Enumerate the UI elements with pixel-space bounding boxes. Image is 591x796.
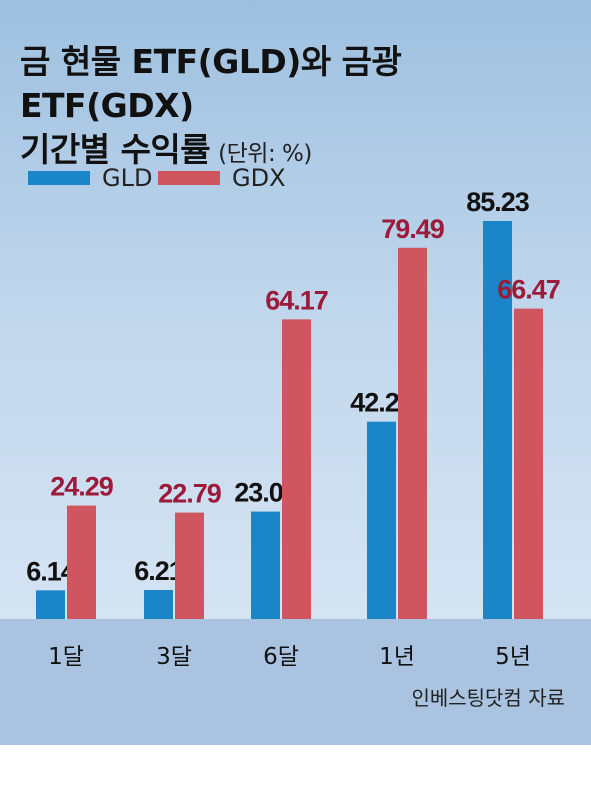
legend-gld: GLD — [28, 164, 152, 192]
bar-gld-1 — [36, 590, 65, 619]
source-note: 인베스팅닷컴 자료 — [411, 686, 565, 710]
bar-gdx-4 — [398, 247, 427, 619]
value-label-gdx-5: 66.47 — [497, 275, 560, 305]
bar-plot: 6.1424.291달6.2122.793달23.0064.176달42.257… — [26, 187, 561, 670]
category-label-1: 1달 — [48, 644, 84, 670]
bar-gld-5 — [483, 221, 512, 619]
legend-swatch-gld — [28, 171, 90, 185]
title-line-1: 금 현물 ETF(GLD)와 금광 ETF(GDX) — [20, 42, 402, 125]
category-label-5: 5년 — [495, 644, 531, 670]
value-label-gdx-4: 79.49 — [381, 214, 445, 244]
title-line-2-text: 기간별 수익률 — [20, 130, 211, 169]
bar-gdx-5 — [514, 308, 543, 619]
legend-label-gdx: GDX — [232, 164, 286, 192]
value-label-gdx-1: 24.29 — [50, 472, 114, 502]
bar-gld-2 — [144, 590, 173, 619]
bar-gld-3 — [251, 511, 280, 619]
value-label-gdx-3: 64.17 — [265, 285, 328, 315]
unit-note: (단위: %) — [218, 141, 312, 167]
value-label-gld-5: 85.23 — [466, 187, 530, 217]
legend-swatch-gdx — [158, 171, 220, 185]
legend-label-gld: GLD — [102, 164, 153, 192]
bar-gdx-2 — [175, 512, 204, 619]
value-label-gdx-2: 22.79 — [158, 479, 222, 509]
bar-gdx-1 — [67, 505, 96, 619]
category-label-4: 1년 — [379, 644, 415, 670]
bar-gld-4 — [367, 421, 396, 619]
category-band — [0, 619, 591, 745]
legend-gdx: GDX — [158, 164, 286, 192]
category-label-2: 3달 — [156, 644, 192, 670]
category-label-3: 6달 — [263, 644, 299, 670]
title-line-2: 기간별 수익률 (단위: %) — [20, 128, 580, 176]
bar-gdx-3 — [282, 319, 311, 619]
chart-title: 금 현물 ETF(GLD)와 금광 ETF(GDX) 기간별 수익률 (단위: %… — [20, 40, 580, 176]
